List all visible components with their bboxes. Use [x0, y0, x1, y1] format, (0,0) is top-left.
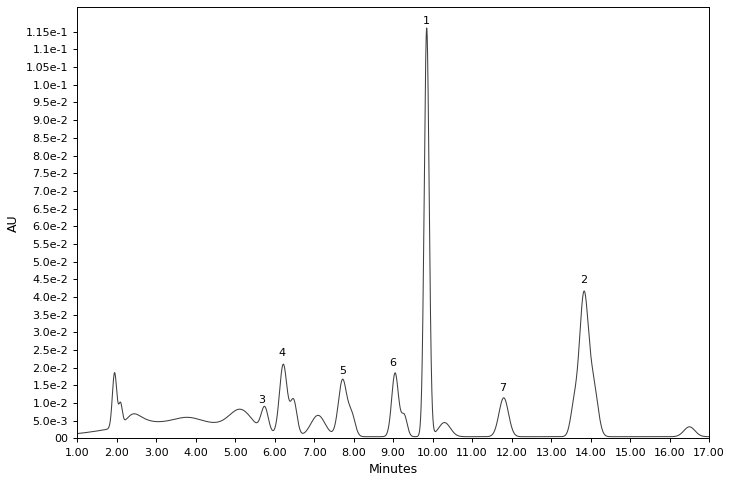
Text: 7: 7 [499, 383, 506, 393]
Text: 6: 6 [389, 358, 397, 369]
Text: 3: 3 [258, 395, 266, 405]
Text: 4: 4 [279, 348, 286, 358]
Y-axis label: AU: AU [7, 214, 20, 231]
Text: 1: 1 [423, 16, 430, 27]
X-axis label: Minutes: Minutes [368, 463, 418, 476]
Text: 2: 2 [580, 275, 588, 284]
Text: 5: 5 [339, 366, 346, 375]
